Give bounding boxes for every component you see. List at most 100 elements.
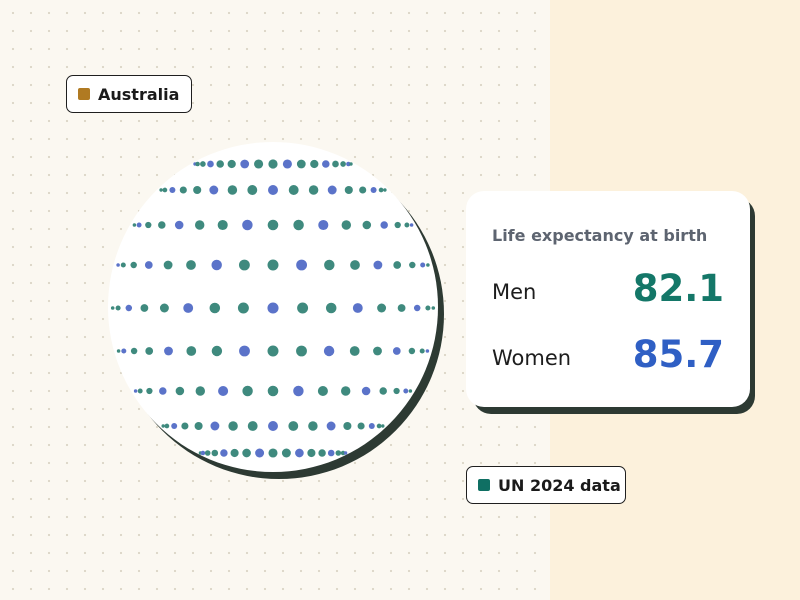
globe-dot bbox=[408, 389, 413, 393]
globe-dot bbox=[349, 162, 353, 166]
globe-disc bbox=[108, 142, 438, 472]
globe-dot bbox=[318, 449, 326, 457]
globe-dot bbox=[175, 386, 185, 396]
globe-dot bbox=[332, 160, 339, 168]
globe-dot bbox=[227, 185, 238, 195]
globe-dot bbox=[179, 186, 187, 194]
globe-dot bbox=[145, 347, 154, 355]
globe-dot bbox=[376, 423, 382, 429]
country-label: Australia bbox=[98, 84, 180, 104]
globe-dot bbox=[186, 260, 196, 270]
globe-dot bbox=[209, 185, 219, 195]
globe-dot bbox=[164, 423, 170, 429]
country-tag: Australia bbox=[66, 75, 193, 113]
globe-dot bbox=[239, 345, 250, 357]
globe-dot bbox=[346, 161, 351, 167]
globe-dot bbox=[195, 161, 200, 167]
globe-dot bbox=[132, 223, 137, 227]
globe-dot bbox=[350, 260, 360, 270]
globe-dot bbox=[341, 220, 352, 230]
globe-dot bbox=[174, 220, 184, 230]
globe-dot bbox=[159, 387, 167, 395]
dot-globe bbox=[108, 142, 444, 479]
globe-dot bbox=[136, 222, 142, 228]
globe-dot bbox=[115, 305, 121, 311]
globe-dot bbox=[381, 424, 385, 428]
globe-dot bbox=[268, 159, 278, 169]
globe-dot bbox=[238, 259, 250, 271]
globe-dot bbox=[308, 421, 318, 431]
globe-dot bbox=[340, 386, 351, 396]
globe-dot bbox=[146, 387, 153, 395]
men-value: 82.1 bbox=[632, 267, 724, 310]
globe-dot bbox=[194, 421, 203, 431]
globe-dot bbox=[425, 349, 430, 353]
globe-dot bbox=[380, 221, 388, 229]
globe-dot bbox=[186, 346, 197, 356]
globe-dot bbox=[268, 448, 278, 458]
globe-dot bbox=[307, 448, 316, 458]
globe-dot bbox=[340, 450, 346, 456]
globe-dot bbox=[408, 347, 416, 355]
globe-dot bbox=[267, 302, 279, 314]
women-value: 85.7 bbox=[632, 333, 724, 376]
globe-dot bbox=[195, 386, 206, 396]
globe-dot bbox=[216, 160, 224, 168]
globe-dot bbox=[169, 187, 176, 193]
globe-dot bbox=[343, 451, 348, 455]
life-expectancy-card: Life expectancy at birth Men 82.1 Women … bbox=[466, 191, 750, 407]
globe-dot bbox=[125, 304, 133, 312]
globe-dot bbox=[207, 160, 214, 168]
globe-dot bbox=[322, 160, 330, 168]
globe-dot bbox=[242, 385, 253, 397]
globe-dot bbox=[368, 423, 375, 429]
globe-dots bbox=[110, 159, 436, 458]
card-title: Life expectancy at birth bbox=[492, 226, 708, 245]
globe-dot bbox=[194, 220, 205, 230]
globe-dot bbox=[140, 304, 149, 312]
globe-dot bbox=[327, 185, 337, 195]
globe-dot bbox=[110, 306, 115, 310]
globe-dot bbox=[295, 448, 304, 458]
globe-dot bbox=[409, 261, 416, 269]
globe-dot bbox=[383, 188, 387, 192]
globe-dot bbox=[230, 448, 239, 458]
globe-dot bbox=[210, 421, 220, 431]
globe-dot bbox=[288, 185, 299, 195]
globe-dot bbox=[220, 449, 228, 457]
globe-dot bbox=[323, 345, 335, 357]
globe-dot bbox=[133, 389, 138, 393]
globe-dot bbox=[393, 261, 402, 269]
source-swatch-icon bbox=[478, 479, 490, 491]
globe-dot bbox=[296, 345, 307, 357]
globe-dot bbox=[116, 263, 120, 267]
globe-dot bbox=[378, 187, 384, 193]
globe-dot bbox=[242, 219, 253, 231]
globe-dot bbox=[409, 223, 414, 227]
globe-dot bbox=[204, 450, 211, 456]
globe-dot bbox=[158, 221, 166, 229]
globe-dot bbox=[130, 347, 138, 355]
globe-dot bbox=[200, 450, 206, 456]
globe-dot bbox=[296, 259, 308, 271]
globe-dot bbox=[240, 159, 250, 169]
globe-dot bbox=[325, 302, 337, 314]
globe-dot bbox=[218, 385, 229, 397]
globe-dot bbox=[267, 385, 279, 397]
globe-dot bbox=[426, 263, 430, 267]
globe-dot bbox=[242, 448, 251, 458]
globe-dot bbox=[317, 385, 328, 397]
source-tag: UN 2024 data bbox=[466, 466, 626, 504]
globe-dot bbox=[137, 388, 143, 394]
globe-dot bbox=[254, 159, 264, 169]
globe-dot bbox=[293, 219, 304, 231]
globe-dot bbox=[159, 303, 169, 313]
globe-dot bbox=[116, 349, 121, 353]
globe-dot bbox=[373, 346, 382, 356]
men-label: Men bbox=[492, 280, 537, 304]
globe-dot bbox=[121, 348, 127, 354]
globe-dot bbox=[237, 302, 249, 314]
globe-dot bbox=[335, 450, 342, 456]
globe-dot bbox=[163, 260, 173, 270]
globe-dot bbox=[344, 185, 353, 195]
